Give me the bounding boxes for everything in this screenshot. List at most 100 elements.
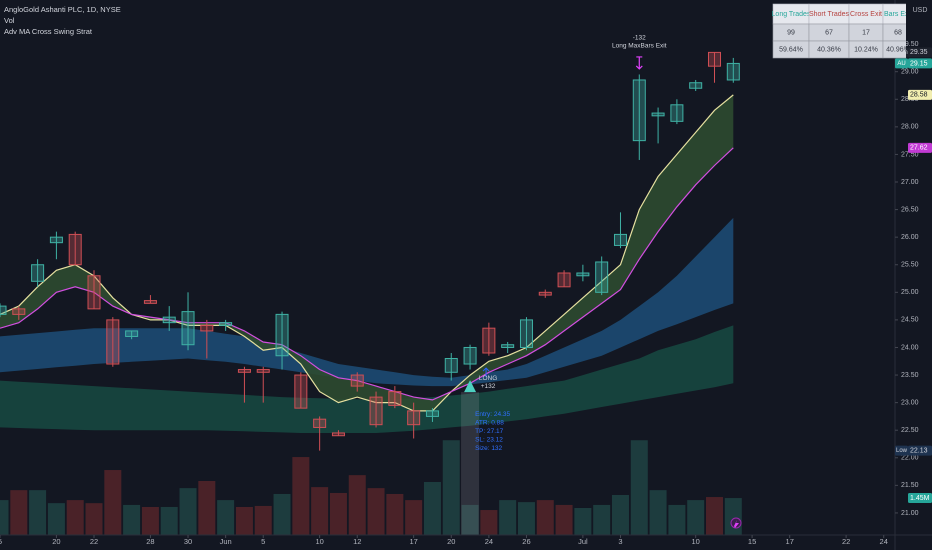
volume-bar [705, 497, 723, 535]
volume-bar [687, 500, 705, 535]
table-cell-text: 40.96% [886, 46, 910, 53]
y-tick-label: 28.00 [901, 124, 919, 131]
x-tick-label: Jun [220, 537, 232, 546]
indicator-label: Adv MA Cross Swing Strat [4, 27, 93, 36]
trade-detail: SL: 23.12 [475, 436, 503, 443]
candle-body [482, 327, 496, 354]
table-header: Bars Exit [884, 11, 912, 18]
y-tick-label: 25.50 [901, 262, 919, 269]
tag-label-box [895, 445, 908, 456]
volume-bar [630, 440, 648, 535]
candle-body [275, 313, 289, 357]
volume-bar [217, 500, 235, 535]
y-tick-label: 26.50 [901, 206, 919, 213]
y-tick-label: 29.50 [901, 41, 919, 48]
candle-body [237, 369, 251, 373]
x-tick-label: 24 [880, 537, 888, 546]
volume-bar [517, 502, 535, 535]
candle-body [87, 275, 101, 310]
volume-bar [123, 504, 141, 535]
x-tick-label: 10 [315, 537, 323, 546]
volume-bar [0, 500, 9, 535]
x-tick-label: 15 [748, 537, 756, 546]
currency-label: USD [913, 7, 928, 14]
trade-label: +132 [481, 383, 496, 390]
trade-zone [461, 392, 480, 535]
y-tick-label: 25.00 [901, 289, 919, 296]
table-cell-text: 99 [787, 29, 795, 36]
indicator-label: Vol [4, 16, 15, 25]
volume-bar [649, 490, 667, 535]
trade-label: LONG [479, 375, 497, 382]
x-tick-label: 5 [261, 537, 265, 546]
y-tick-label: 22.50 [901, 427, 919, 434]
table-cell-text: 17 [862, 29, 870, 36]
candle-body [557, 272, 571, 288]
y-tick-label: 27.50 [901, 151, 919, 158]
entry-arrow [482, 367, 490, 378]
volume-bar [104, 470, 122, 535]
volume-bar [367, 488, 385, 535]
volume-bar [141, 506, 159, 535]
y-tick-label: 21.50 [901, 482, 919, 489]
volume-bar [499, 500, 517, 535]
ma-line [0, 94, 734, 412]
candle-body [463, 346, 477, 365]
trade-label: Long MaxBars Exit [612, 43, 667, 50]
volume-bar [66, 500, 84, 535]
price-tag [908, 445, 932, 456]
y-tick-label: 24.00 [901, 344, 919, 351]
volume-bar [611, 495, 629, 535]
candle-body [49, 236, 63, 244]
x-tick-label: 28 [146, 537, 154, 546]
volume-bar [10, 490, 28, 535]
candle-body [369, 396, 383, 426]
candle-body [651, 112, 665, 117]
volume-bar [555, 504, 573, 535]
volume-bar [254, 505, 272, 535]
candle-body [689, 82, 703, 89]
x-tick-label: 26 [522, 537, 530, 546]
volume-bar [292, 457, 310, 535]
price-tag-label: 29.15 [910, 60, 928, 67]
table-cell-text: 67 [825, 29, 833, 36]
entry-marker [464, 380, 477, 393]
table-header: Short Trades [809, 11, 850, 18]
price-tag-label: 22.13 [910, 447, 928, 454]
price-tag [908, 89, 932, 100]
candle-body [388, 391, 402, 406]
volume-bar [198, 480, 216, 535]
x-tick-label: 20 [52, 537, 60, 546]
candle-body [181, 311, 195, 346]
x-tick-label: 17 [786, 537, 794, 546]
candle-body [425, 410, 439, 417]
volume-bar [442, 440, 460, 535]
alert-icon [734, 520, 739, 528]
volume-bar [85, 503, 103, 535]
y-tick-label: 27.00 [901, 179, 919, 186]
price-tag [908, 47, 932, 58]
candle-body [331, 432, 345, 437]
x-tick-label: 17 [409, 537, 417, 546]
candle-body [313, 418, 327, 428]
table-cell-text: 10.24% [854, 46, 878, 53]
candle-body [726, 62, 740, 81]
candle-body [219, 322, 233, 326]
volume-bar [273, 493, 291, 535]
candle-body [519, 319, 533, 348]
ma-line [0, 147, 734, 401]
volume-bar [574, 507, 592, 535]
candle-body [670, 104, 684, 122]
candle-body [707, 51, 721, 67]
candle-body [350, 374, 364, 387]
volume-bar [405, 500, 423, 535]
candle-body [106, 319, 120, 365]
volume-bar [480, 510, 498, 535]
volume-tag-label: 1.45M [910, 495, 930, 502]
price-tag [908, 142, 932, 153]
tag-label: AU [897, 61, 905, 67]
x-tick-label: 10 [692, 537, 700, 546]
y-tick-label: 21.00 [901, 510, 919, 517]
x-tick-label: 12 [353, 537, 361, 546]
